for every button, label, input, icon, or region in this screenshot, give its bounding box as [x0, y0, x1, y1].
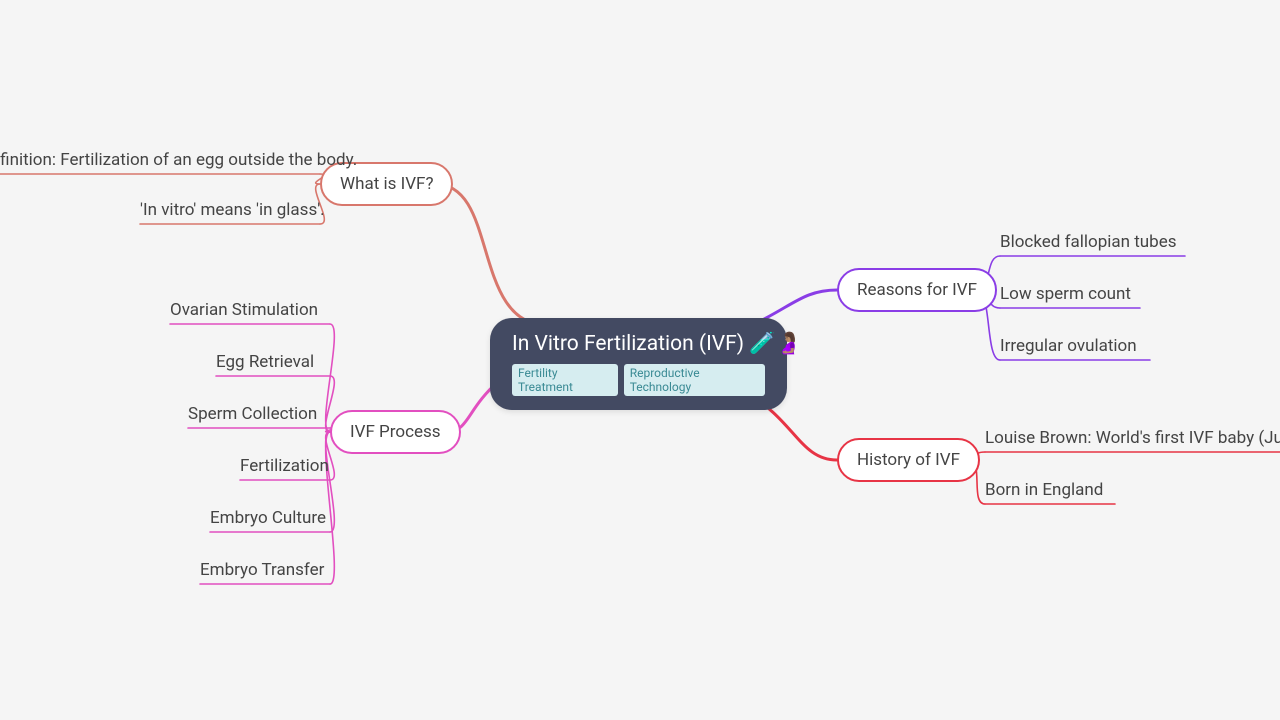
tag-reproductive[interactable]: Reproductive Technology — [624, 364, 765, 396]
leaf-what[interactable]: Definition: Fertilization of an egg outs… — [0, 150, 357, 170]
leaf-process[interactable]: Embryo Culture — [210, 508, 326, 528]
leaf-reasons[interactable]: Blocked fallopian tubes — [1000, 232, 1177, 252]
leaf-what[interactable]: 'In vitro' means 'in glass'. — [140, 200, 325, 220]
central-title: In Vitro Fertilization (IVF) 🧪🤰🏽 — [512, 332, 765, 356]
leaf-reasons[interactable]: Low sperm count — [1000, 284, 1131, 304]
leaf-process[interactable]: Ovarian Stimulation — [170, 300, 318, 320]
tag-fertility[interactable]: Fertility Treatment — [512, 364, 618, 396]
leaf-process[interactable]: Fertilization — [240, 456, 329, 476]
leaf-process[interactable]: Egg Retrieval — [216, 352, 314, 372]
leaf-process[interactable]: Embryo Transfer — [200, 560, 324, 580]
leaf-history[interactable]: Born in England — [985, 480, 1103, 500]
leaf-process[interactable]: Sperm Collection — [188, 404, 317, 424]
leaf-history[interactable]: Louise Brown: World's first IVF baby (Ju… — [985, 428, 1280, 448]
branch-process[interactable]: IVF Process — [330, 410, 461, 454]
leaf-reasons[interactable]: Irregular ovulation — [1000, 336, 1137, 356]
branch-reasons[interactable]: Reasons for IVF — [837, 268, 997, 312]
central-tags: Fertility Treatment Reproductive Technol… — [512, 364, 765, 396]
central-node[interactable]: In Vitro Fertilization (IVF) 🧪🤰🏽 Fertili… — [490, 318, 787, 410]
branch-history[interactable]: History of IVF — [837, 438, 980, 482]
